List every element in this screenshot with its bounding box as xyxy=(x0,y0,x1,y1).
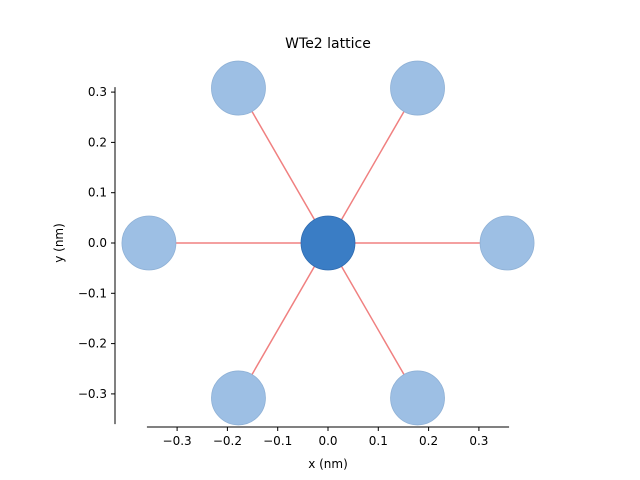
y-tick-label: −0.1 xyxy=(78,286,107,300)
y-tick-label: 0.3 xyxy=(88,85,107,99)
y-tick-label: −0.2 xyxy=(78,337,107,351)
bond-line-1 xyxy=(327,87,419,244)
neighbor-atom-3 xyxy=(390,370,445,426)
x-tick-label: 0.2 xyxy=(419,434,438,448)
center-atom xyxy=(300,215,356,271)
atoms-group xyxy=(121,60,535,426)
neighbor-atom-1 xyxy=(390,60,445,116)
x-tick-label: 0.1 xyxy=(369,434,388,448)
neighbor-atom-6 xyxy=(211,60,266,116)
bonds-group xyxy=(148,87,508,399)
bond-line-6 xyxy=(237,87,329,244)
axes-group: −0.3 −0.2 −0.1 0.0 0.1 0.2 0.3 −0.3 −0.2 −0.1 0.0 0… xyxy=(78,85,510,448)
bond-line-3 xyxy=(327,242,419,399)
x-tick-label: −0.2 xyxy=(213,434,242,448)
x-tick-label: −0.1 xyxy=(263,434,292,448)
x-tick-label: 0.3 xyxy=(469,434,488,448)
y-axis-label: y (nm) xyxy=(52,223,66,263)
bond-line-4 xyxy=(237,242,329,399)
y-tick-label: 0.0 xyxy=(88,236,107,250)
x-tick-label: −0.3 xyxy=(163,434,192,448)
x-tick-label: 0.0 xyxy=(318,434,337,448)
chart-title: WTe2 lattice xyxy=(285,36,371,52)
neighbor-atom-5 xyxy=(121,215,177,271)
neighbor-atom-2 xyxy=(479,215,535,271)
y-tick-label: −0.3 xyxy=(78,387,107,401)
x-axis-label: x (nm) xyxy=(308,457,348,471)
y-tick-label: 0.1 xyxy=(88,186,107,200)
neighbor-atom-4 xyxy=(211,370,266,426)
y-tick-label: 0.2 xyxy=(88,135,107,149)
